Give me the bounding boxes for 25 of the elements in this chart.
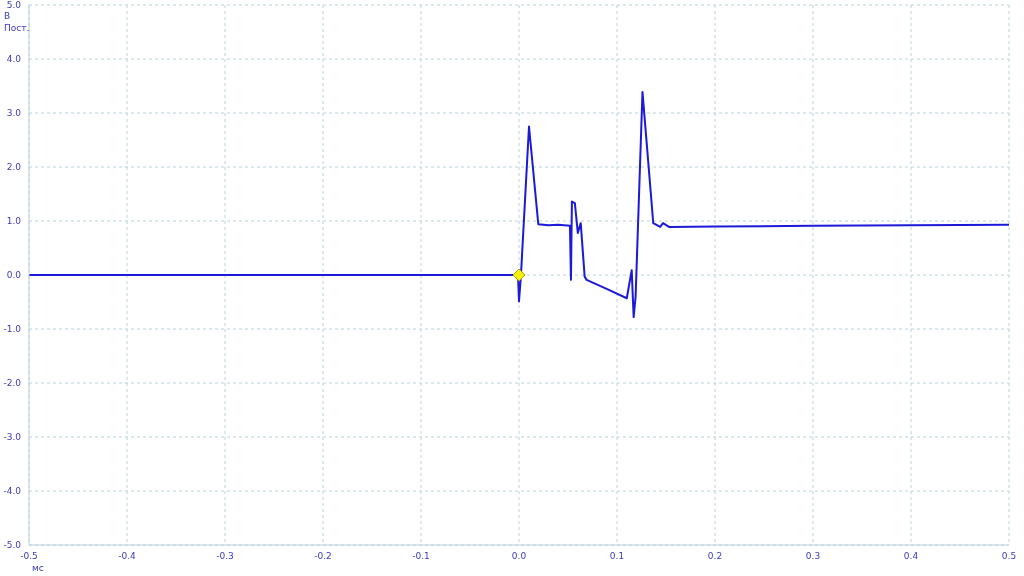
x-tick-label: -0.3 [216, 551, 234, 562]
line-series [29, 90, 1009, 319]
y-tick-label: -2.0 [3, 378, 22, 389]
y-tick-label: -3.0 [3, 432, 22, 443]
y-tick-label: 5.0 [6, 0, 22, 11]
x-tick-label: -0.5 [20, 551, 38, 562]
x-tick-label: 0.5 [1001, 551, 1017, 562]
x-tick-label: 0.2 [707, 551, 723, 562]
x-tick-label: 0.1 [609, 551, 625, 562]
x-tick-label: 0.3 [805, 551, 821, 562]
x-tick-label: 0.4 [903, 551, 919, 562]
y-tick-label: -5.0 [3, 540, 22, 551]
x-tick-label: 0.0 [511, 551, 527, 562]
y-tick-label: 3.0 [6, 108, 22, 119]
y-tick-label: 0.0 [6, 270, 22, 281]
x-tick-label: -0.1 [412, 551, 430, 562]
y-tick-label: 1.0 [6, 216, 22, 227]
y-tick-label: -1.0 [3, 324, 22, 335]
x-tick-label: -0.2 [314, 551, 332, 562]
x-axis-title: мс [32, 563, 44, 573]
y-tick-label: 4.0 [6, 54, 22, 65]
y-axis-title: В Пост. [4, 10, 30, 34]
y-tick-label: -4.0 [3, 486, 22, 497]
y-tick-label: 2.0 [6, 162, 22, 173]
x-tick-label: -0.4 [118, 551, 137, 562]
